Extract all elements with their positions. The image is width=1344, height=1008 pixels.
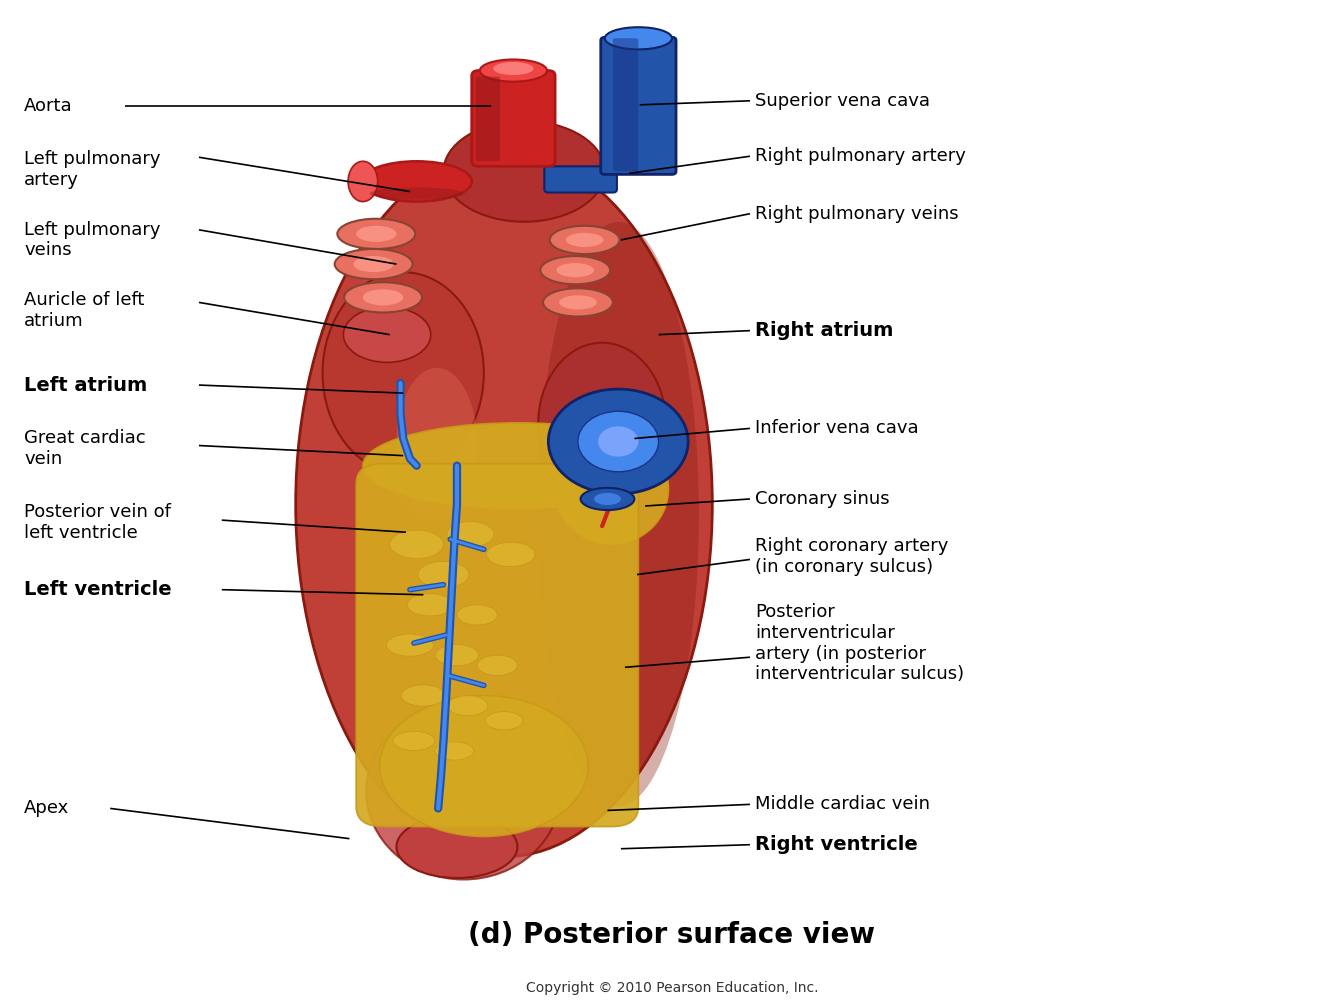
Ellipse shape — [538, 343, 667, 504]
Ellipse shape — [556, 263, 594, 277]
Ellipse shape — [550, 226, 620, 254]
Text: Coronary sinus: Coronary sinus — [755, 490, 890, 508]
Ellipse shape — [594, 493, 621, 505]
Ellipse shape — [446, 522, 493, 547]
Text: Posterior
interventricular
artery (in posterior
interventricular sulcus): Posterior interventricular artery (in po… — [755, 603, 965, 683]
Ellipse shape — [356, 226, 396, 242]
Ellipse shape — [363, 422, 672, 508]
Ellipse shape — [554, 433, 668, 544]
FancyBboxPatch shape — [472, 71, 555, 166]
Ellipse shape — [348, 161, 378, 202]
Ellipse shape — [323, 272, 484, 474]
Circle shape — [578, 411, 659, 472]
Text: Left ventricle: Left ventricle — [24, 581, 172, 599]
Ellipse shape — [543, 288, 613, 317]
Ellipse shape — [581, 488, 634, 510]
FancyBboxPatch shape — [356, 464, 638, 827]
Ellipse shape — [457, 605, 497, 625]
Ellipse shape — [344, 282, 422, 312]
Ellipse shape — [370, 187, 464, 200]
Ellipse shape — [396, 815, 517, 878]
FancyBboxPatch shape — [613, 38, 638, 171]
Ellipse shape — [435, 645, 478, 666]
Ellipse shape — [390, 530, 444, 558]
Text: Right pulmonary veins: Right pulmonary veins — [755, 205, 960, 223]
Text: Middle cardiac vein: Middle cardiac vein — [755, 795, 930, 813]
Ellipse shape — [487, 542, 535, 566]
Text: Auricle of left
atrium: Auricle of left atrium — [24, 291, 145, 330]
Ellipse shape — [296, 151, 712, 857]
Circle shape — [598, 426, 638, 457]
FancyBboxPatch shape — [476, 77, 500, 161]
Ellipse shape — [566, 233, 603, 247]
Text: Right coronary artery
(in coronary sulcus): Right coronary artery (in coronary sulcu… — [755, 537, 949, 576]
Circle shape — [548, 389, 688, 494]
Text: Right atrium: Right atrium — [755, 322, 894, 340]
Text: Apex: Apex — [24, 799, 70, 817]
Text: Aorta: Aorta — [24, 97, 73, 115]
Ellipse shape — [605, 27, 672, 49]
Ellipse shape — [396, 368, 477, 519]
Text: Left pulmonary
artery: Left pulmonary artery — [24, 150, 161, 188]
FancyBboxPatch shape — [544, 166, 617, 193]
Text: Inferior vena cava: Inferior vena cava — [755, 419, 919, 437]
Ellipse shape — [407, 594, 453, 616]
FancyBboxPatch shape — [601, 37, 676, 174]
Text: Left atrium: Left atrium — [24, 376, 148, 394]
Ellipse shape — [335, 249, 413, 279]
Ellipse shape — [559, 295, 597, 309]
Ellipse shape — [337, 219, 415, 249]
Ellipse shape — [353, 256, 394, 272]
Ellipse shape — [480, 59, 547, 82]
Ellipse shape — [363, 289, 403, 305]
Ellipse shape — [392, 732, 434, 750]
Ellipse shape — [477, 655, 517, 675]
Text: Superior vena cava: Superior vena cava — [755, 92, 930, 110]
Ellipse shape — [379, 696, 589, 837]
Text: Right ventricle: Right ventricle — [755, 836, 918, 854]
Ellipse shape — [493, 62, 534, 76]
Text: Posterior vein of
left ventricle: Posterior vein of left ventricle — [24, 503, 171, 541]
Ellipse shape — [444, 121, 605, 222]
Ellipse shape — [538, 222, 699, 806]
Text: (d) Posterior surface view: (d) Posterior surface view — [469, 921, 875, 950]
Ellipse shape — [435, 742, 474, 760]
Ellipse shape — [362, 161, 472, 202]
Ellipse shape — [366, 704, 560, 879]
Ellipse shape — [448, 696, 488, 716]
Text: Great cardiac
vein: Great cardiac vein — [24, 429, 145, 468]
Text: Left pulmonary
veins: Left pulmonary veins — [24, 221, 161, 259]
Text: Copyright © 2010 Pearson Education, Inc.: Copyright © 2010 Pearson Education, Inc. — [526, 981, 818, 995]
Ellipse shape — [485, 712, 523, 730]
Text: Right pulmonary artery: Right pulmonary artery — [755, 147, 966, 165]
Ellipse shape — [401, 685, 445, 707]
Ellipse shape — [540, 256, 610, 284]
Ellipse shape — [387, 634, 433, 656]
Ellipse shape — [418, 561, 469, 588]
Ellipse shape — [343, 306, 430, 363]
